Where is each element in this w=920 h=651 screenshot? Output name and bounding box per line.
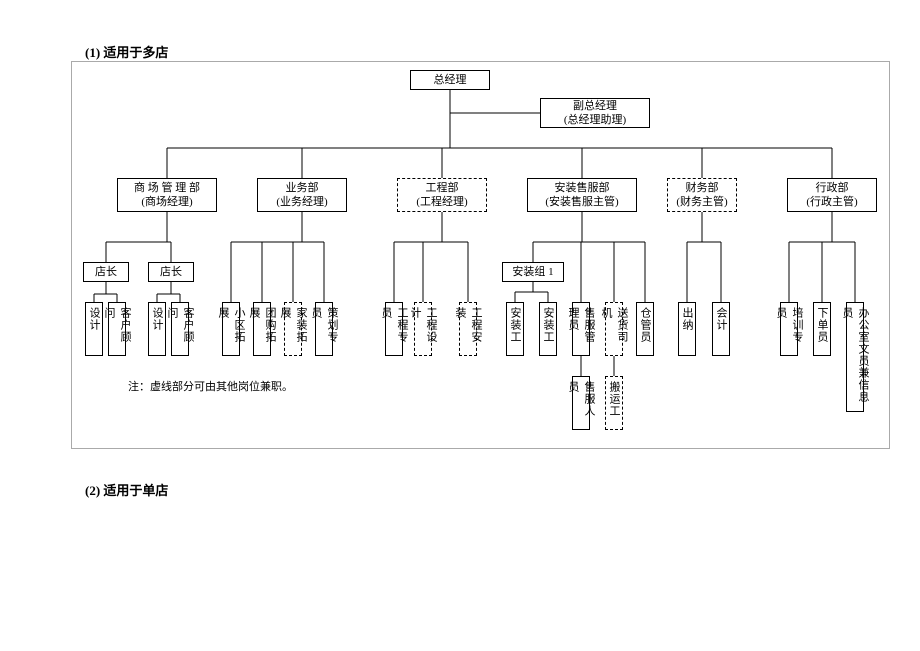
- store-manager-1: 店长: [148, 262, 194, 282]
- leaf-mall: 客户顾问: [108, 302, 126, 356]
- leaf-admin: 培训专员: [780, 302, 798, 356]
- heading-multi-store: (1) 适用于多店: [85, 42, 168, 61]
- leaf-biz: 小区拓展: [222, 302, 240, 356]
- dept-fin: 财务部(财务主管): [667, 178, 737, 212]
- node-dgm: 副总经理 (总经理助理): [540, 98, 650, 128]
- dept-biz: 业务部(业务经理): [257, 178, 347, 212]
- page: (1) 适用于多店 总经理 副总经理 (总经理助理) 商 场 管 理 部(商场经…: [0, 0, 920, 651]
- leaf-inst: 仓管员: [636, 302, 654, 356]
- leaf-inst: 送货司机: [605, 302, 623, 356]
- leaf-biz: 策划专员: [315, 302, 333, 356]
- footnote: 注：虚线部分可由其他岗位兼职。: [128, 378, 293, 394]
- leaf-fin: 出纳: [678, 302, 696, 356]
- dept-inst: 安装售服部(安装售服主管): [527, 178, 637, 212]
- leaf-eng: 工程设计: [414, 302, 432, 356]
- leaf-eng: 工程安装: [459, 302, 477, 356]
- store-manager-0: 店长: [83, 262, 129, 282]
- dept-eng: 工程部(工程经理): [397, 178, 487, 212]
- heading-single-store: (2) 适用于单店: [85, 480, 168, 499]
- node-gm-label: 总经理: [434, 73, 467, 87]
- leaf-admin: 办公室文员兼信息员: [846, 302, 864, 412]
- leaf-biz: 家装拓展: [284, 302, 302, 356]
- node-dgm-l1: 副总经理: [573, 99, 617, 113]
- leaf-admin: 下单员: [813, 302, 831, 356]
- leaf-fin: 会计: [712, 302, 730, 356]
- leaf-eng: 工程专员: [385, 302, 403, 356]
- leaf-biz: 团购拓展: [253, 302, 271, 356]
- leaf-mall: 客户顾问: [171, 302, 189, 356]
- leaf-inst: 安装工: [506, 302, 524, 356]
- install-group: 安装组 1: [502, 262, 564, 282]
- leaf-inst: 售服管理员: [572, 302, 590, 356]
- leaf-inst-sub: 售服人员: [572, 376, 590, 430]
- dept-mall: 商 场 管 理 部(商场经理): [117, 178, 217, 212]
- node-dgm-l2: (总经理助理): [564, 113, 626, 127]
- node-gm: 总经理: [410, 70, 490, 90]
- leaf-inst-sub: 搬运工: [605, 376, 623, 430]
- leaf-inst: 安装工: [539, 302, 557, 356]
- dept-admin: 行政部(行政主管): [787, 178, 877, 212]
